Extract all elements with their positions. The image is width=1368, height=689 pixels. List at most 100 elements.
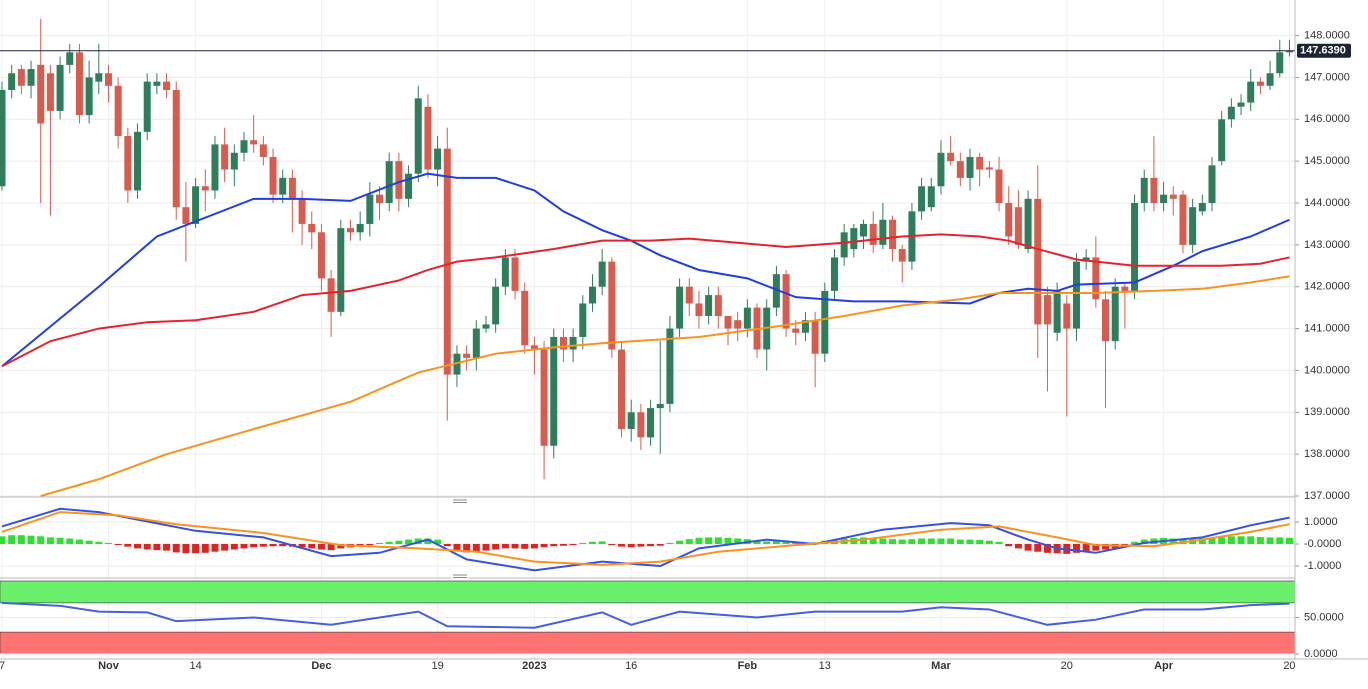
- candle-body: [385, 161, 393, 204]
- histogram-bar: [482, 544, 490, 551]
- candle-body: [1082, 257, 1090, 262]
- candle-body: [211, 144, 219, 191]
- y-tick-label: 143.0000: [1304, 239, 1350, 251]
- histogram-bar: [521, 544, 529, 549]
- candle-body: [1024, 198, 1032, 250]
- histogram-bar: [472, 544, 480, 552]
- y-tick-label: 138.0000: [1304, 448, 1350, 460]
- histogram-bar: [1043, 544, 1051, 553]
- candle-body: [1266, 73, 1274, 86]
- candle-body: [927, 186, 935, 208]
- histogram-bar: [559, 544, 567, 546]
- histogram-bar: [201, 544, 209, 553]
- histogram-bar: [424, 538, 432, 544]
- candle-body: [95, 73, 103, 82]
- histogram-bar: [259, 544, 267, 547]
- candle-body: [1053, 290, 1061, 333]
- histogram-bar: [666, 542, 674, 544]
- candle-body: [1005, 203, 1013, 237]
- histogram-bar: [211, 544, 219, 552]
- histogram-bar: [966, 539, 974, 544]
- candle-body: [879, 219, 887, 245]
- histogram-bar: [182, 544, 190, 554]
- histogram-bar: [956, 539, 964, 544]
- resize-handle[interactable]: [451, 498, 469, 504]
- histogram-bar: [250, 544, 258, 548]
- candle-body: [376, 194, 384, 204]
- histogram-bar: [279, 544, 287, 547]
- histogram-bar: [1218, 537, 1226, 544]
- histogram-bar: [56, 537, 64, 544]
- histogram-bar: [647, 544, 655, 547]
- candle-body: [192, 186, 200, 224]
- histogram-bar: [1266, 537, 1274, 544]
- rsi-band: [0, 631, 1296, 655]
- x-tick-label: 7: [0, 660, 5, 672]
- histogram-bar: [85, 540, 93, 544]
- histogram-bar: [598, 541, 606, 544]
- candle-body: [405, 173, 413, 199]
- histogram-bar: [1102, 544, 1110, 550]
- candle-body: [337, 228, 345, 312]
- histogram-bar: [298, 544, 306, 548]
- candle-body: [840, 232, 848, 258]
- candle-body: [1072, 261, 1080, 329]
- histogram-bar: [695, 537, 703, 544]
- candle-body: [1198, 203, 1206, 212]
- y-tick-label: 148.0000: [1304, 29, 1350, 41]
- y-tick-label: 144.0000: [1304, 197, 1350, 209]
- indicator-line: [1, 601, 1290, 629]
- candle-body: [521, 290, 529, 346]
- x-tick-label: 16: [625, 660, 637, 672]
- indicator-line: [1, 507, 1290, 572]
- candle-body: [230, 152, 238, 170]
- candle-body: [308, 223, 316, 233]
- candle-body: [134, 131, 142, 191]
- candle-body: [966, 156, 974, 178]
- candle-body: [821, 290, 829, 354]
- candle-body: [501, 257, 509, 287]
- candle-body: [75, 52, 83, 116]
- histogram-bar: [947, 538, 955, 544]
- histogram-bar: [1237, 536, 1245, 544]
- candle-body: [0, 89, 6, 187]
- histogram-bar: [927, 538, 935, 544]
- candle-body: [424, 106, 432, 170]
- histogram-bar: [1131, 541, 1139, 544]
- histogram-bar: [579, 542, 587, 544]
- x-tick-label: 19: [431, 660, 443, 672]
- candle-body: [995, 169, 1003, 204]
- candle-body: [860, 223, 868, 237]
- y-tick-label: 147.0000: [1304, 71, 1350, 83]
- y-tick-label: -1.0000: [1304, 560, 1341, 572]
- histogram-bar: [618, 544, 626, 547]
- layers: 137.0000138.0000139.0000140.0000141.0000…: [0, 0, 1351, 672]
- histogram-bar: [985, 540, 993, 544]
- candle-body: [1227, 106, 1235, 120]
- candle-body: [1169, 194, 1177, 199]
- candle-body: [259, 144, 267, 157]
- histogram-bar: [879, 538, 887, 544]
- candle-body: [279, 177, 287, 195]
- candle-body: [366, 194, 374, 224]
- histogram-bar: [1082, 544, 1090, 552]
- candle-body: [724, 316, 732, 329]
- histogram-bar: [443, 544, 451, 547]
- candle-body: [889, 219, 897, 250]
- candle-body: [1276, 52, 1284, 74]
- candle-body: [830, 257, 838, 291]
- candle-body: [114, 85, 122, 137]
- rsi-band: [0, 580, 1296, 604]
- candle-body: [937, 152, 945, 187]
- x-tick-label: Dec: [311, 660, 331, 672]
- candle-body: [1256, 81, 1264, 86]
- candle-body: [869, 223, 877, 245]
- candle-body: [1121, 286, 1129, 291]
- histogram-bar: [317, 544, 325, 550]
- histogram-bar: [385, 541, 393, 544]
- resize-handle[interactable]: [451, 573, 469, 579]
- candle-body: [656, 403, 664, 409]
- marks: [0, 18, 1295, 629]
- candle-body: [269, 156, 277, 195]
- candle-body: [918, 186, 926, 212]
